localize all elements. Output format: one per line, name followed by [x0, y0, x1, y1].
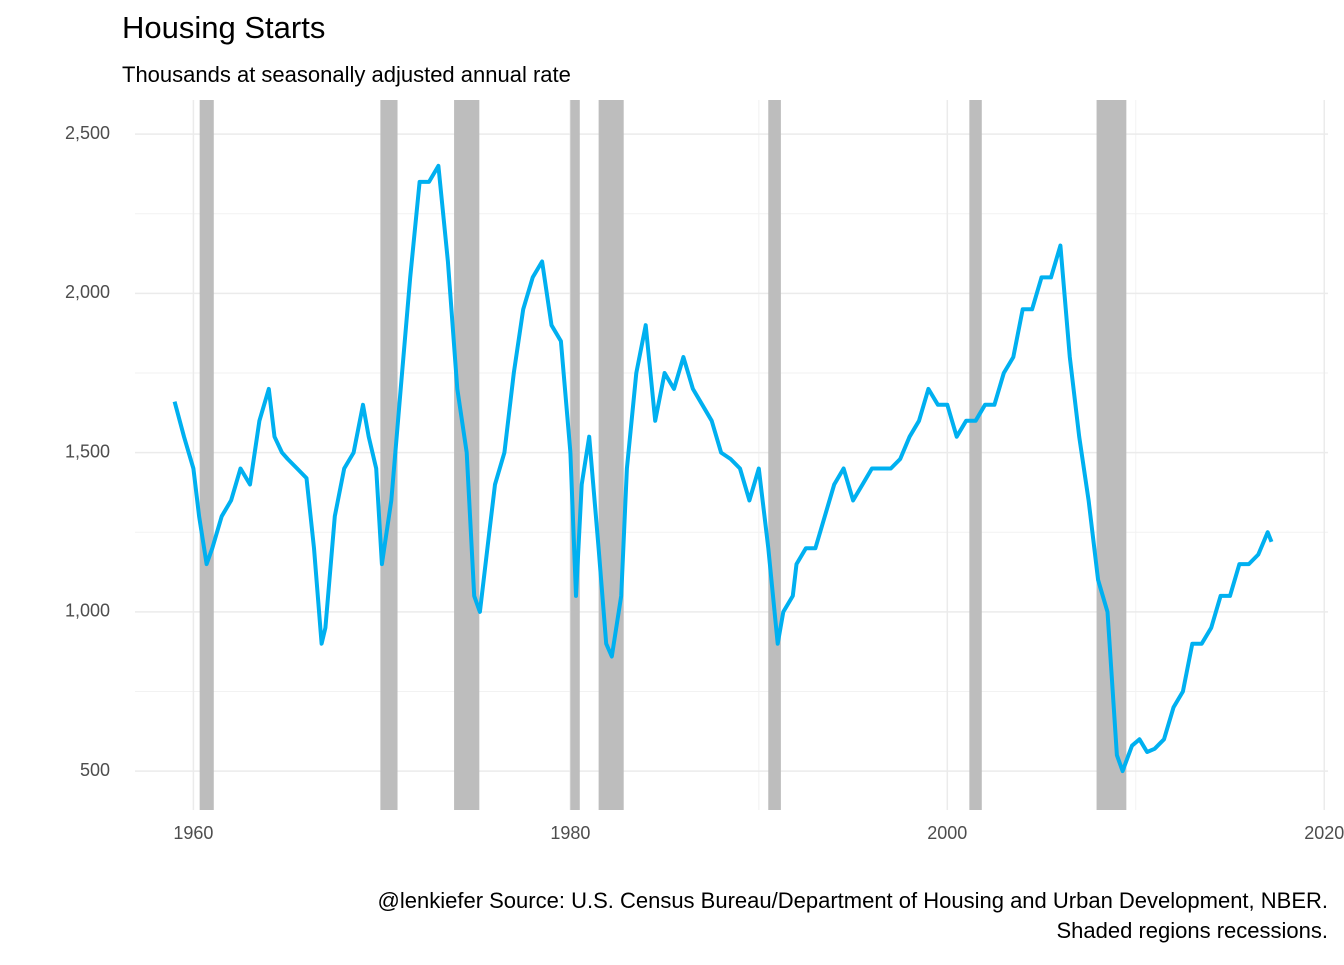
y-tick-label: 1,000 [65, 601, 110, 621]
x-tick-label: 2020 [1304, 823, 1344, 843]
y-tick-label: 500 [80, 760, 110, 780]
recession-band [380, 100, 398, 810]
y-tick-label: 2,000 [65, 282, 110, 302]
y-tick-label: 2,500 [65, 123, 110, 143]
chart-subtitle: Thousands at seasonally adjusted annual … [122, 62, 571, 87]
x-tick-label: 2000 [927, 823, 967, 843]
recession-band [199, 100, 214, 810]
recession-band [570, 100, 580, 810]
recession-band [969, 100, 982, 810]
chart-title: Housing Starts [122, 10, 325, 45]
recession-band [1096, 100, 1127, 810]
x-tick-label: 1980 [550, 823, 590, 843]
recession-band [598, 100, 624, 810]
caption: Shaded regions recessions. [1057, 918, 1329, 943]
x-tick-label: 1960 [173, 823, 213, 843]
caption: @lenkiefer Source: U.S. Census Bureau/De… [378, 888, 1328, 913]
data-line [172, 163, 1274, 774]
y-tick-label: 1,500 [65, 441, 110, 461]
recession-band [768, 100, 781, 810]
